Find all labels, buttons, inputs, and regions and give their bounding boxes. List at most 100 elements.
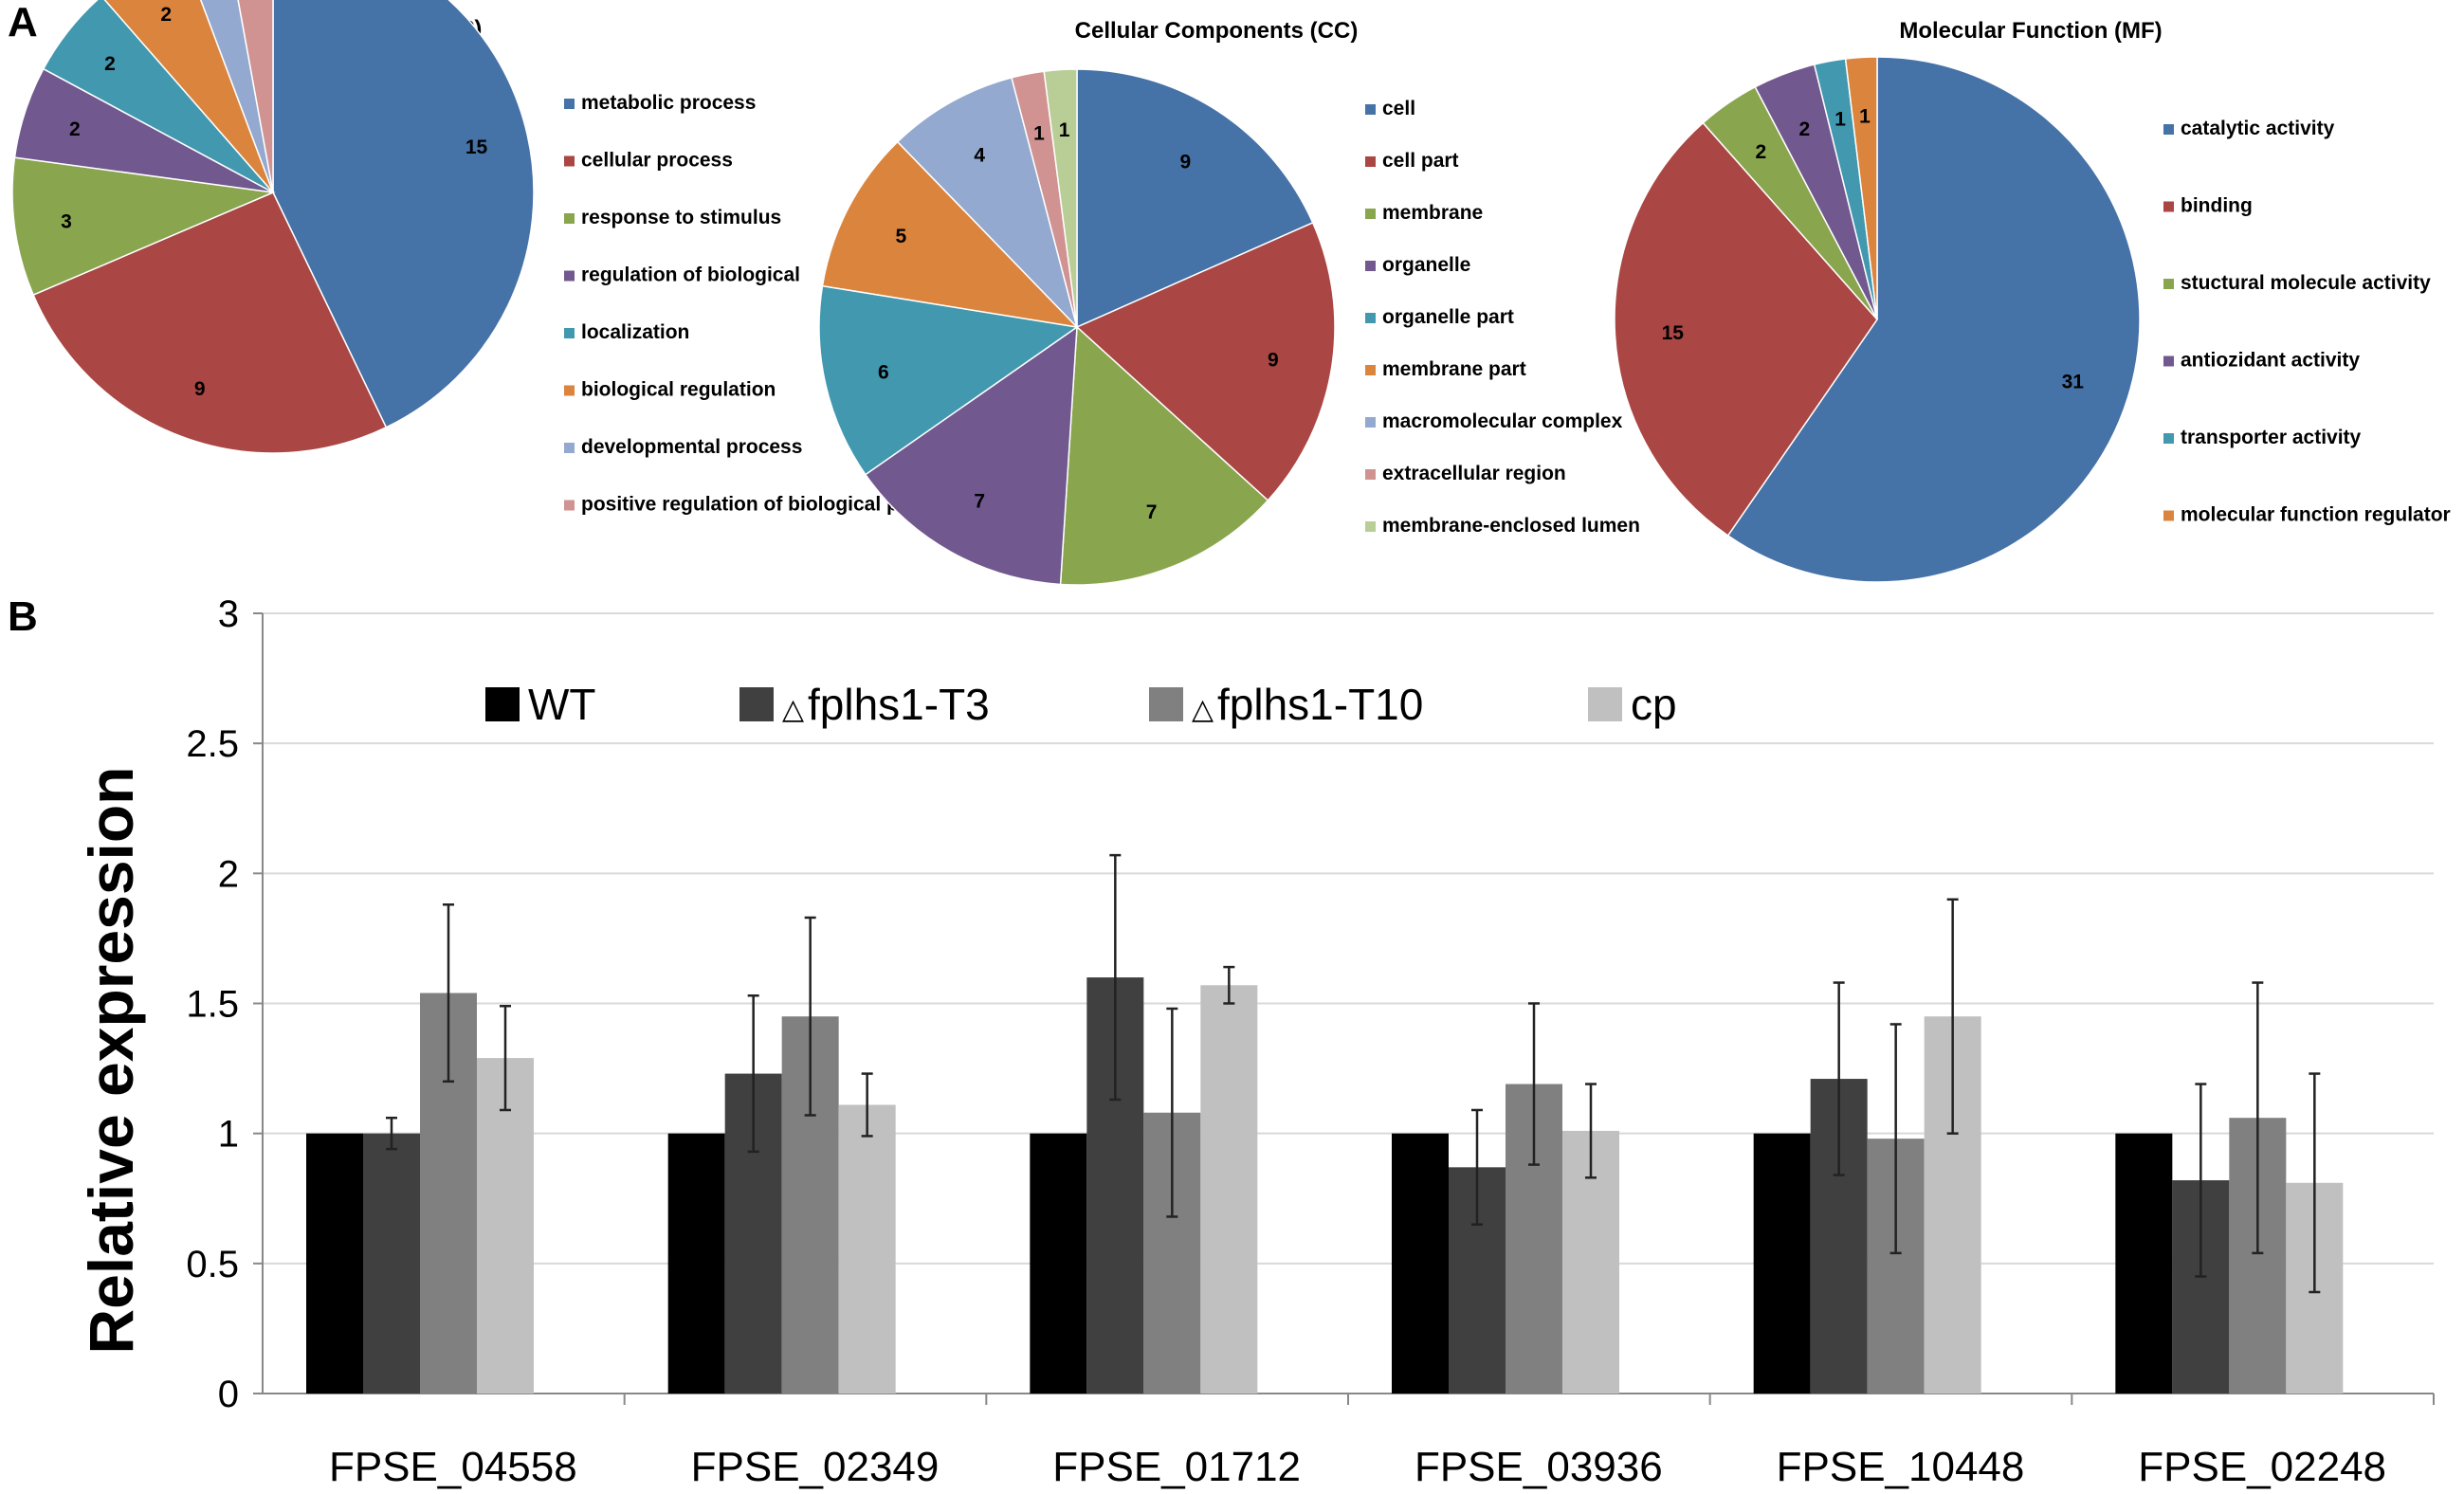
legend-label-molecular-function-regulator: molecular function regulator bbox=[2181, 504, 2451, 526]
pie-slice-response-to-stimulus bbox=[11, 156, 276, 297]
legend-swatch-membrane-enclosed-lumen bbox=[1365, 521, 1376, 532]
legend-label-extracellular-region: extracellular region bbox=[1382, 463, 1566, 484]
legend-label-organelle-part: organelle part bbox=[1382, 306, 1514, 328]
legend-label-biological-regulation: biological regulation bbox=[581, 379, 776, 401]
pie-data-label: 15 bbox=[1662, 322, 1685, 344]
legend-swatch-molecular-function-regulator bbox=[2163, 510, 2174, 521]
pie-data-label: 4 bbox=[974, 145, 985, 167]
pie-data-label: 2 bbox=[104, 53, 116, 75]
legend-swatch-membrane bbox=[1365, 209, 1376, 219]
y-tick-label: 3 bbox=[218, 593, 239, 635]
legend-swatch-macromolecular-complex bbox=[1365, 417, 1376, 428]
y-tick-label: 1.5 bbox=[186, 984, 239, 1026]
legend-swatch-localization bbox=[564, 328, 575, 338]
legend-label-wt: WT bbox=[528, 680, 596, 729]
legend-swatch-antiozidant-activity bbox=[2163, 355, 2174, 367]
pie-chart-cc: Cellular Components (CC) 9 9 7 7 6 5 4 1 1 cell cel… bbox=[818, 18, 1640, 586]
bar-wt-fpse-03936 bbox=[1392, 1133, 1449, 1394]
pie-data-label: 9 bbox=[1179, 152, 1191, 173]
pie-slice-molecular-function-regulator bbox=[1844, 56, 1878, 320]
pie-data-label: 1 bbox=[1834, 109, 1846, 131]
pie-slice-binding bbox=[1614, 121, 1878, 537]
pie-data-label: 1 bbox=[1859, 105, 1871, 127]
legend-label-catalytic-activity: catalytic activity bbox=[2181, 118, 2335, 139]
pie-data-label: 2 bbox=[1799, 118, 1811, 140]
legend-swatch-transporter-activity bbox=[2163, 433, 2174, 444]
panel-label-b: B bbox=[8, 593, 38, 640]
y-axis-label: Relative expression bbox=[76, 767, 146, 1355]
y-tick-label: 0.5 bbox=[186, 1244, 239, 1285]
legend-delta-symbol: △ bbox=[1192, 694, 1214, 725]
bar-cp-fpse-01712 bbox=[1200, 985, 1258, 1394]
bar-wt-fpse-02349 bbox=[667, 1133, 725, 1394]
pie-title: Cellular Components (CC) bbox=[1075, 18, 1359, 44]
y-tick-label: 1 bbox=[218, 1114, 239, 1156]
pie-slice-membrane-part bbox=[821, 140, 1080, 329]
pie-slice-membrane-enclosed-lumen bbox=[1043, 68, 1078, 328]
legend-swatch-biological-regulation bbox=[564, 385, 575, 396]
legend-label-localization: localization bbox=[581, 321, 689, 343]
legend-label-membrane-enclosed-lumen: membrane-enclosed lumen bbox=[1382, 515, 1640, 537]
pie-chart-bp: Biological Process (BP)159322211metaboli… bbox=[11, 0, 963, 516]
pie-data-label: 7 bbox=[974, 491, 985, 513]
legend-swatch-developmental-process bbox=[564, 443, 575, 453]
legend-swatch-membrane-part bbox=[1365, 365, 1376, 375]
bar-chart-relative-expression: 0 0.5 1 1.5 2 2.5 3 Relative expression FPSE_045… bbox=[76, 593, 2435, 1490]
pie-data-label: 2 bbox=[69, 118, 81, 140]
legend-label-fplhs1-t10: fplhs1-T10 bbox=[1217, 680, 1423, 729]
legend-swatch-regulation-of-biological bbox=[564, 270, 575, 282]
pie-slice-organelle bbox=[864, 325, 1078, 586]
y-tick-label: 0 bbox=[218, 1374, 239, 1415]
legend-swatch-catalytic-activity bbox=[2163, 124, 2174, 135]
pie-data-label: 6 bbox=[878, 362, 889, 384]
y-tick-label: 2.5 bbox=[186, 723, 239, 765]
legend-swatch-fplhs1-t3 bbox=[739, 687, 774, 721]
legend-swatch-response-to-stimulus bbox=[564, 213, 575, 224]
pie-data-label: 1 bbox=[1033, 122, 1045, 144]
legend-swatch-organelle-part bbox=[1365, 313, 1376, 323]
legend-label-metabolic-process: metabolic process bbox=[581, 92, 756, 114]
pie-data-label: 31 bbox=[2062, 371, 2085, 392]
pie-data-label: 3 bbox=[61, 211, 72, 233]
pie-data-label: 1 bbox=[1059, 119, 1070, 141]
bar-fplhs1-t3-fpse-04558 bbox=[363, 1133, 420, 1394]
legend-label-cellular-process: cellular process bbox=[581, 150, 733, 172]
pie-slice-metabolic-process bbox=[272, 0, 535, 428]
pie-chart-mf: Molecular Function (MF) 31 15 2 2 1 1 catalytic… bbox=[1614, 18, 2451, 583]
legend-swatch-metabolic-process bbox=[564, 99, 575, 109]
pie-slice-cell-part bbox=[1075, 221, 1336, 501]
bar-wt-fpse-01712 bbox=[1030, 1133, 1087, 1394]
x-tick-label: FPSE_01712 bbox=[1052, 1444, 1301, 1490]
x-tick-label: FPSE_10448 bbox=[1777, 1444, 2025, 1490]
legend-label-positive-regulation-of-biological-process: positive regulation of biological proces… bbox=[581, 494, 963, 516]
legend-delta-symbol: △ bbox=[782, 694, 804, 725]
bar-cp-fpse-02349 bbox=[838, 1104, 896, 1394]
x-tick-label: FPSE_03936 bbox=[1415, 1444, 1663, 1490]
legend-swatch-cp bbox=[1588, 687, 1622, 721]
legend-label-response-to-stimulus: response to stimulus bbox=[581, 207, 781, 228]
pie-data-label: 15 bbox=[465, 137, 488, 158]
legend-label-fplhs1-t3: fplhs1-T3 bbox=[808, 680, 990, 729]
pie-data-label: 2 bbox=[1755, 141, 1766, 163]
pie-data-label: 1 bbox=[212, 0, 224, 4]
x-tick-label: FPSE_02349 bbox=[691, 1444, 940, 1490]
legend-label-cell-part: cell part bbox=[1382, 150, 1459, 172]
bar-wt-fpse-10448 bbox=[1753, 1133, 1811, 1394]
legend-label-organelle: organelle bbox=[1382, 254, 1470, 276]
legend-swatch-cell bbox=[1365, 104, 1376, 115]
legend-label-antiozidant-activity: antiozidant activity bbox=[2181, 350, 2360, 372]
legend-label-developmental-process: developmental process bbox=[581, 436, 802, 458]
pie-slice-membrane bbox=[1059, 325, 1269, 586]
legend-swatch-cellular-process bbox=[564, 155, 575, 167]
pie-data-label: 9 bbox=[1268, 349, 1279, 371]
legend-label-regulation-of-biological: regulation of biological bbox=[581, 264, 800, 286]
x-tick-label: FPSE_04558 bbox=[329, 1444, 577, 1490]
legend-swatch-wt bbox=[485, 687, 520, 721]
legend-label-transporter-activity: transporter activity bbox=[2181, 427, 2362, 448]
pie-slice-catalytic-activity bbox=[1726, 56, 2141, 583]
legend-swatch-positive-regulation-of-biological-process bbox=[564, 500, 575, 511]
legend-swatch-cell-part bbox=[1365, 156, 1376, 167]
legend-label-membrane: membrane bbox=[1382, 202, 1483, 224]
pie-slice-positive-regulation-of-biological-process bbox=[237, 0, 274, 193]
legend-label-binding: binding bbox=[2181, 195, 2253, 217]
